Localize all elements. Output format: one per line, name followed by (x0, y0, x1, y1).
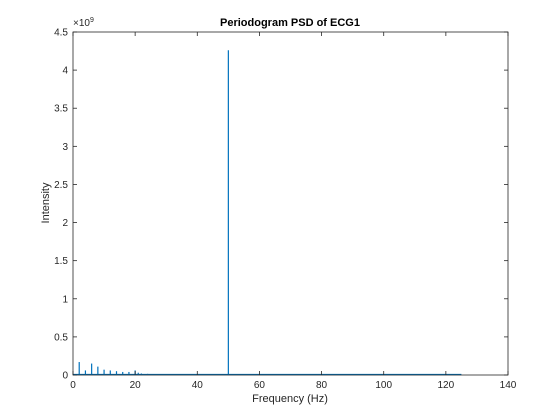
y-axis-label: Intensity (40, 182, 52, 223)
y-tick-label: 4.5 (54, 28, 68, 39)
y-exponent-label: ×109 (73, 17, 94, 29)
y-tick-label: 2.5 (54, 180, 68, 191)
y-tick-label: 2 (62, 218, 68, 229)
x-tick-label: 0 (70, 380, 76, 391)
x-tick-label: 140 (500, 380, 517, 391)
y-exponent-base: ×10 (73, 18, 90, 29)
axes-box (72, 31, 509, 376)
x-tick-label: 80 (316, 380, 328, 391)
y-tick-label: 0.5 (54, 332, 68, 343)
x-tick-label: 100 (375, 380, 392, 391)
axes-layer: 0 20 40 60 80 100 120 140 0 0.5 1 1.5 2 2.5 3 3.5 4 4.5 (54, 28, 517, 392)
x-tick-label: 60 (254, 380, 266, 391)
y-tick-label: 1 (62, 294, 68, 305)
x-tick-label: 120 (438, 380, 455, 391)
y-exponent-power: 9 (90, 17, 94, 24)
y-tick-label: 3 (62, 142, 68, 153)
y-tick-label: 0 (62, 371, 68, 382)
y-tick-label: 3.5 (54, 104, 68, 115)
plot-area (73, 32, 508, 375)
y-tick-label: 4 (62, 66, 68, 77)
x-tick-label: 20 (130, 380, 142, 391)
y-tick-label: 1.5 (54, 256, 68, 267)
x-axis-label: Frequency (Hz) (252, 393, 328, 405)
chart-title: Periodogram PSD of ECG1 (220, 17, 360, 29)
x-tick-label: 40 (192, 380, 204, 391)
